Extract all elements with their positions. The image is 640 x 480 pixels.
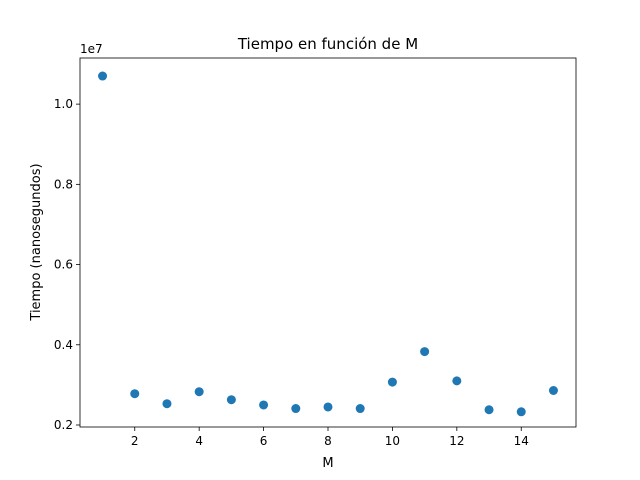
x-tick-label: 4: [195, 434, 203, 448]
data-point: [548, 386, 558, 396]
data-point: [420, 347, 430, 357]
data-point: [387, 377, 397, 387]
plot-area: 2 4 6 8 10 12 14 0.2 0.4 0.6 0.8 1.0: [54, 57, 577, 448]
data-point: [226, 395, 236, 405]
y-axis-title: Tiempo (nanosegundos): [29, 163, 44, 321]
x-tick-label: 10: [385, 434, 400, 448]
data-point: [162, 399, 172, 409]
chart-title: Tiempo en función de M: [237, 35, 418, 53]
data-point: [484, 405, 494, 415]
x-tick-label: 8: [324, 434, 332, 448]
data-point: [516, 407, 526, 417]
y-tick-label: 0.6: [54, 258, 73, 272]
x-axis-title: M: [322, 456, 333, 471]
data-point: [323, 402, 333, 412]
data-point: [98, 71, 108, 81]
x-tick-label: 12: [449, 434, 464, 448]
y-tick-label: 0.4: [54, 338, 73, 352]
x-tick-label: 2: [131, 434, 139, 448]
data-point: [291, 404, 301, 414]
data-point: [355, 404, 365, 414]
y-tick-label: 0.8: [54, 177, 73, 191]
x-tick-label: 6: [260, 434, 268, 448]
y-tick-label: 0.2: [54, 418, 73, 432]
data-point: [194, 387, 204, 397]
data-point: [259, 400, 269, 410]
data-point: [130, 389, 140, 399]
data-point: [452, 376, 462, 386]
x-tick-label: 14: [514, 434, 529, 448]
y-offset-label: 1e7: [80, 42, 103, 56]
y-tick-label: 1.0: [54, 97, 73, 111]
